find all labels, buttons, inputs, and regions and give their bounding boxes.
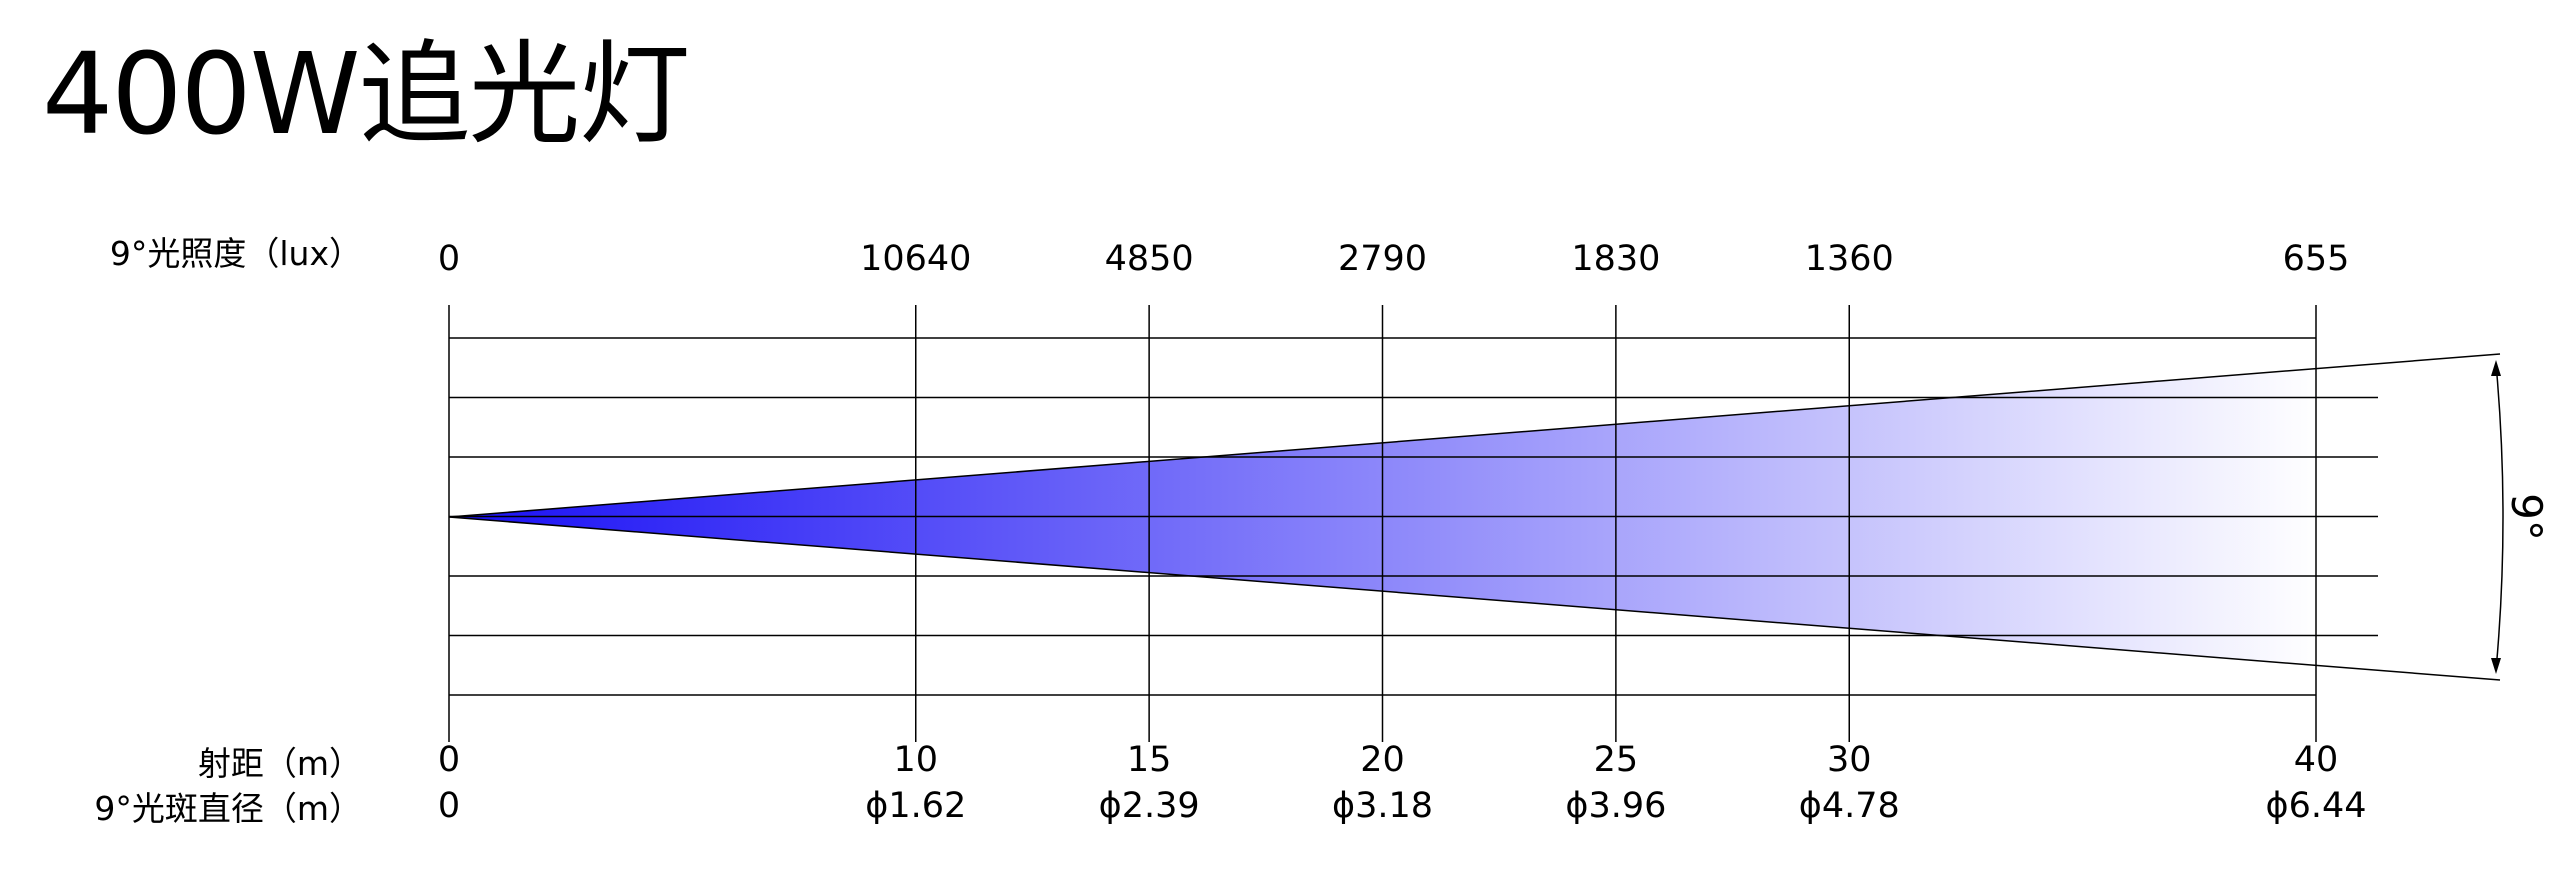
row-labels: 9°光照度（lux） 射距（m） 9°光斑直径（m） — [94, 234, 362, 828]
distance-value: 15 — [1127, 740, 1172, 780]
angle-arrow-bottom — [2491, 658, 2501, 674]
illuminance-value: 10640 — [860, 239, 971, 279]
beam-upper-edge — [448, 353, 2501, 518]
spot-diameter-values: 0 ϕ1.62 ϕ2.39 ϕ3.18 ϕ3.96 ϕ4.78 ϕ6.44 — [438, 786, 2367, 826]
spot-diameter-value: 0 — [438, 786, 460, 826]
illuminance-value: 1360 — [1805, 239, 1894, 279]
distance-value: 30 — [1827, 740, 1872, 780]
distance-value: 40 — [2294, 740, 2339, 780]
illuminance-value: 4850 — [1105, 239, 1194, 279]
spot-diameter-value: ϕ4.78 — [1799, 786, 1900, 826]
distance-values: 0 10 15 20 25 30 40 — [438, 740, 2338, 780]
spot-diameter-value: ϕ2.39 — [1099, 786, 1200, 826]
page-title: 400W追光灯 — [42, 30, 691, 160]
distance-value: 25 — [1594, 740, 1639, 780]
beam-angle-label: 9° — [2502, 493, 2551, 541]
illuminance-values: 0 10640 4850 2790 1830 1360 655 — [438, 239, 2350, 279]
spot-diameter-value: ϕ3.18 — [1332, 786, 1433, 826]
spot-diameter-value: ϕ3.96 — [1565, 786, 1666, 826]
illuminance-value: 2790 — [1338, 239, 1427, 279]
spot-diameter-value: ϕ1.62 — [865, 786, 966, 826]
illuminance-value: 655 — [2283, 239, 2350, 279]
beam-angle-marker: 9° — [2491, 360, 2551, 674]
beam-outline — [448, 353, 2501, 681]
distance-row-label: 射距（m） — [198, 744, 362, 783]
illuminance-value: 1830 — [1571, 239, 1660, 279]
spot-diameter-value: ϕ6.44 — [2265, 786, 2366, 826]
angle-arc — [2495, 363, 2504, 671]
distance-value: 0 — [438, 740, 460, 780]
illuminance-row-label: 9°光照度（lux） — [110, 234, 362, 273]
illuminance-value: 0 — [438, 239, 460, 279]
distance-value: 20 — [1360, 740, 1405, 780]
spot-diameter-row-label: 9°光斑直径（m） — [94, 789, 362, 828]
angle-arrow-top — [2491, 360, 2501, 376]
distance-column-lines — [448, 305, 2317, 742]
beam-lower-edge — [448, 516, 2501, 681]
distance-value: 10 — [893, 740, 938, 780]
